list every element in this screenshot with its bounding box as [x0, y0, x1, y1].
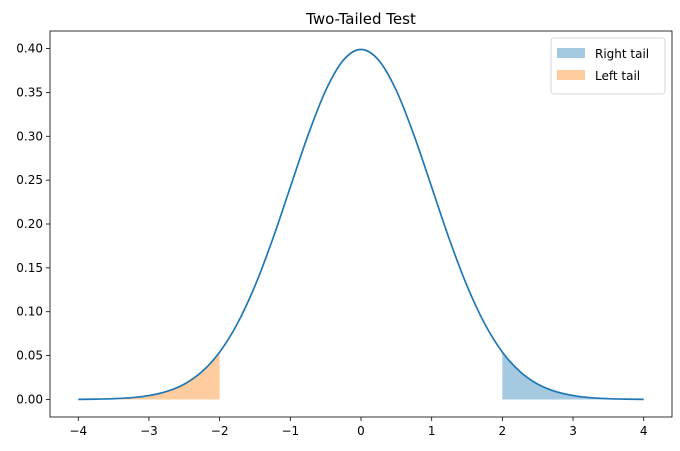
x-tick-label: 1: [428, 424, 436, 438]
y-tick-label: 0.40: [16, 42, 43, 56]
density-curve-layer: [78, 48, 644, 401]
legend: Right tail Left tail: [550, 37, 666, 95]
y-tick-label: 0.25: [16, 173, 43, 187]
y-tick-label: 0.10: [16, 305, 43, 319]
y-tick-label: 0.35: [16, 85, 43, 99]
tail-fill-right-tail: [502, 352, 644, 400]
x-tick-label: −2: [211, 424, 229, 438]
legend-swatch-left-tail: [557, 70, 585, 80]
x-tick-label: 4: [640, 424, 648, 438]
legend-box: [550, 37, 666, 95]
density-curve: [78, 48, 644, 401]
tail-fill-left-tail: [78, 352, 220, 400]
x-tick-label: −3: [140, 424, 158, 438]
x-tick-label: −4: [69, 424, 87, 438]
tail-fills: [78, 352, 644, 400]
y-tick-label: 0.05: [16, 349, 43, 363]
chart-title: Two-Tailed Test: [305, 10, 416, 28]
y-tick-label: 0.00: [16, 392, 43, 406]
x-tick-label: 0: [357, 424, 365, 438]
x-tick-label: 3: [569, 424, 577, 438]
legend-label-right-tail: Right tail: [595, 47, 649, 61]
legend-label-left-tail: Left tail: [595, 69, 640, 83]
x-tick-label: −1: [281, 424, 299, 438]
y-tick-label: 0.15: [16, 261, 43, 275]
y-tick-label: 0.20: [16, 217, 43, 231]
axes: −4 −3 −2 −1 0 1 2 3 4 0.00 0.05 0.10 0.15 0.20 0.25 0.3…: [16, 30, 673, 438]
x-tick-label: 2: [499, 424, 507, 438]
y-tick-label: 0.30: [16, 129, 43, 143]
legend-swatch-right-tail: [557, 48, 585, 58]
